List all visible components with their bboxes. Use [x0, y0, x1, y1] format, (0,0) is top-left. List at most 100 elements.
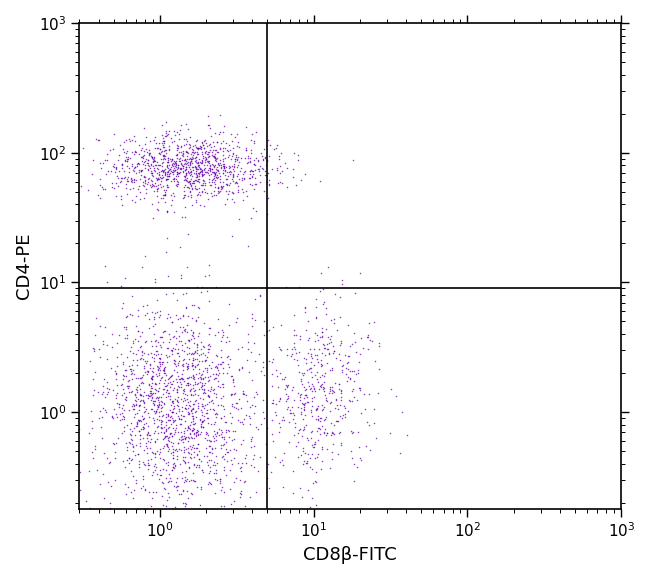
Point [185, 142, 195, 152]
Point [260, 153, 270, 162]
Point [170, 461, 180, 470]
Point [159, 422, 169, 431]
Point [139, 424, 150, 433]
Point [135, 514, 145, 523]
Point [199, 170, 209, 179]
Point [252, 425, 263, 434]
Point [190, 181, 201, 190]
Point [306, 408, 316, 417]
Point [184, 463, 194, 472]
Point [300, 385, 310, 394]
Point [190, 390, 200, 399]
Point [179, 186, 189, 196]
Point [219, 412, 229, 421]
Point [198, 467, 208, 477]
Point [164, 169, 174, 178]
Point [179, 192, 190, 201]
Point [179, 182, 189, 192]
Point [149, 397, 159, 406]
Point [205, 442, 216, 451]
Point [196, 181, 207, 190]
Point [220, 417, 231, 427]
Point [187, 177, 198, 186]
Point [233, 160, 243, 170]
Point [176, 212, 187, 222]
Point [209, 419, 219, 428]
Point [296, 377, 306, 386]
Point [192, 450, 203, 459]
Point [133, 336, 144, 345]
Point [171, 482, 181, 492]
Point [268, 395, 279, 405]
Point [189, 349, 200, 358]
Point [169, 164, 179, 173]
Point [212, 148, 222, 157]
Point [328, 342, 338, 351]
Point [185, 386, 195, 395]
Point [178, 162, 188, 171]
Point [227, 371, 237, 380]
Point [124, 459, 134, 468]
Point [309, 442, 319, 452]
Point [315, 417, 325, 426]
Point [164, 373, 174, 383]
Point [149, 182, 159, 191]
Point [296, 450, 306, 460]
Point [135, 401, 145, 410]
Point [174, 445, 184, 454]
Point [129, 150, 139, 159]
Point [126, 369, 136, 379]
Point [235, 466, 246, 475]
Point [159, 151, 169, 160]
Point [174, 156, 184, 166]
Point [237, 169, 248, 178]
Point [157, 138, 167, 148]
Point [199, 201, 209, 210]
Point [188, 179, 199, 188]
Point [156, 420, 166, 429]
Point [191, 163, 202, 172]
Point [153, 429, 163, 438]
Point [132, 408, 142, 417]
Point [181, 168, 191, 177]
Point [138, 408, 149, 417]
Point [329, 420, 339, 430]
Point [183, 378, 193, 387]
Point [226, 389, 236, 398]
Point [131, 162, 142, 171]
Point [194, 160, 204, 169]
Point [220, 200, 230, 209]
Point [301, 390, 311, 400]
Point [68, 162, 79, 171]
Point [267, 415, 278, 424]
Point [257, 395, 268, 405]
Point [242, 157, 253, 167]
Point [146, 383, 156, 393]
Point [150, 452, 160, 461]
Point [200, 408, 211, 417]
Point [150, 384, 160, 393]
Point [200, 400, 211, 409]
Point [188, 365, 198, 374]
Point [324, 349, 335, 358]
Point [353, 368, 363, 378]
Point [202, 141, 212, 151]
Point [136, 145, 147, 154]
Point [293, 155, 304, 164]
Point [127, 402, 138, 411]
Point [307, 411, 317, 420]
Point [161, 127, 171, 136]
Point [149, 428, 159, 437]
Point [185, 174, 196, 184]
Point [203, 430, 213, 439]
Point [150, 388, 161, 397]
Point [202, 376, 213, 386]
Point [174, 331, 185, 340]
Point [101, 453, 112, 463]
Point [111, 409, 122, 419]
Point [313, 449, 323, 459]
Point [150, 320, 160, 329]
Point [294, 283, 304, 292]
Point [202, 406, 213, 415]
Point [172, 145, 183, 155]
